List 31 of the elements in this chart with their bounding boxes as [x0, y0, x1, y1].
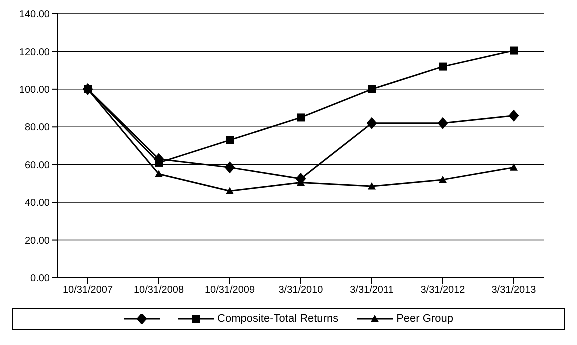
x-tick-label: 3/31/2010 — [278, 285, 324, 296]
y-tick-label: 40.00 — [24, 198, 50, 210]
y-tick-label: 80.00 — [24, 122, 50, 134]
point — [224, 162, 236, 174]
point — [508, 110, 520, 122]
point — [368, 85, 376, 94]
x-tick-label: 10/31/2009 — [204, 285, 256, 296]
point — [439, 62, 447, 71]
y-tick-label: 140.00 — [19, 10, 50, 21]
point — [297, 114, 305, 122]
y-tick-label: 60.00 — [24, 160, 50, 172]
x-tick-label: 3/31/2013 — [492, 285, 537, 296]
point — [438, 117, 448, 130]
y-tick-label: 20.00 — [24, 236, 50, 247]
x-tick-label: 10/31/2008 — [134, 285, 184, 296]
y-tick-label: 120.00 — [19, 47, 50, 58]
point — [439, 176, 447, 184]
legend-label: Peer Group — [396, 313, 454, 325]
point — [368, 182, 376, 190]
x-tick-label: 3/31/2011 — [350, 285, 394, 296]
point — [366, 117, 378, 130]
y-tick-label: 100.00 — [19, 84, 50, 96]
point — [226, 187, 234, 194]
legend-label: Composite-Total Returns — [218, 313, 339, 325]
y-tick-label: 0.00 — [30, 274, 50, 285]
x-tick-label: 10/31/2007 — [62, 285, 114, 296]
x-tick-label: 3/31/2012 — [420, 285, 466, 296]
point — [226, 136, 234, 144]
point — [155, 170, 163, 178]
point — [510, 164, 518, 171]
point — [510, 46, 518, 55]
